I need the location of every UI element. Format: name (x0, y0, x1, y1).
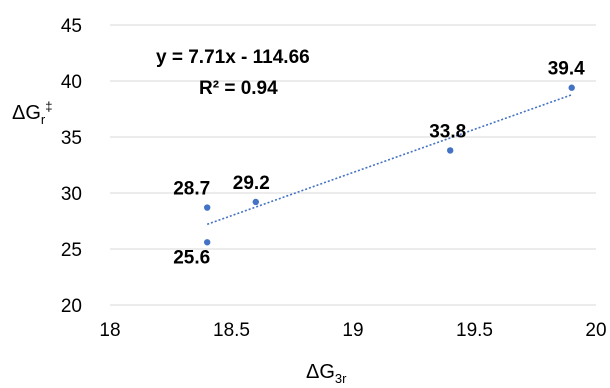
trendline-equation: y = 7.71x - 114.66 (156, 47, 310, 68)
data-label: 25.6 (173, 247, 210, 268)
gridlines (110, 24, 596, 250)
data-point (568, 84, 575, 91)
y-tick-label: 30 (61, 184, 82, 205)
y-axis-ticks: 20 25 30 35 40 45 (61, 16, 82, 317)
data-label: 33.8 (429, 121, 466, 142)
data-label: 29.2 (233, 173, 270, 194)
x-axis-ticks: 18 18.5 19 19.5 20 (99, 320, 606, 341)
x-axis-label: ΔG3r (306, 361, 347, 386)
y-tick-label: 20 (61, 296, 82, 317)
y-tick-label: 45 (61, 16, 82, 37)
y-tick-label: 35 (61, 128, 82, 149)
x-tick-label: 18.5 (213, 320, 250, 341)
x-tick-label: 18 (99, 320, 120, 341)
data-point (204, 204, 211, 211)
data-point (252, 198, 259, 206)
x-tick-label: 19.5 (456, 320, 493, 341)
x-tick-label: 19 (342, 320, 363, 341)
y-tick-label: 25 (61, 240, 82, 261)
data-point (204, 239, 211, 246)
data-points (204, 84, 575, 246)
trendline (206, 94, 572, 226)
data-label: 39.4 (548, 59, 585, 80)
data-labels: 28.7 25.6 29.2 33.8 39.4 (173, 59, 585, 269)
y-axis-label: ΔGr‡ (12, 99, 53, 127)
data-point (447, 147, 454, 154)
y-tick-label: 40 (61, 72, 82, 93)
x-tick-label: 20 (585, 320, 606, 341)
data-label: 28.7 (173, 179, 210, 200)
trendline-r-squared: R² = 0.94 (199, 78, 278, 99)
